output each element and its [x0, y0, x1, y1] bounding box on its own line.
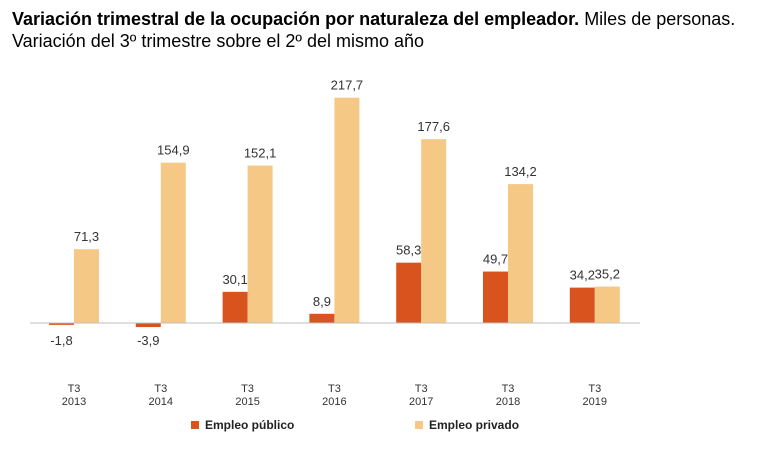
x-tick-label-2014-quarter: T3 — [154, 383, 167, 395]
data-label-publico-2017: 58,3 — [396, 243, 421, 258]
bar-privado-2016 — [334, 97, 360, 323]
data-label-publico-2013: -1,8 — [50, 333, 72, 348]
data-label-privado-2013: 71,3 — [74, 229, 99, 244]
x-tick-label-2016-year: 2016 — [322, 396, 346, 408]
legend-item-publico: Empleo público — [191, 418, 294, 432]
bar-privado-2013 — [74, 249, 99, 323]
x-tick-label-2014-year: 2014 — [149, 396, 173, 408]
bar-privado-2014 — [160, 162, 186, 323]
chart-header: Variación trimestral de la ocupación por… — [12, 8, 757, 52]
data-label-publico-2018: 49,7 — [483, 252, 508, 267]
legend-item-privado: Empleo privado — [415, 418, 519, 432]
legend-label-publico: Empleo público — [205, 418, 295, 432]
x-tick-label-2018-year: 2018 — [496, 396, 520, 408]
data-label-publico-2014: -3,9 — [137, 333, 159, 348]
data-label-privado-2014: 154,9 — [157, 143, 190, 158]
data-label-publico-2019: 34,2 — [570, 268, 595, 283]
bar-publico-2018 — [483, 271, 508, 323]
data-label-privado-2016: 217,7 — [331, 78, 364, 93]
chart-title-rest: Miles de personas. — [579, 9, 736, 29]
chart-subtitle: Variación del 3º trimestre sobre el 2º d… — [12, 31, 424, 51]
x-tick-label-2017-year: 2017 — [409, 396, 433, 408]
legend-swatch-publico — [191, 421, 199, 429]
x-tick-label-2015-year: 2015 — [235, 396, 259, 408]
data-label-privado-2017: 177,6 — [417, 119, 450, 134]
data-label-privado-2018: 134,2 — [504, 164, 537, 179]
x-tick-label-2013-year: 2013 — [62, 396, 86, 408]
bar-publico-2013 — [49, 323, 74, 325]
x-tick-label-2017-quarter: T3 — [415, 383, 428, 395]
data-label-privado-2015: 152,1 — [244, 146, 277, 161]
chart-title-bold: Variación trimestral de la ocupación por… — [12, 9, 580, 29]
x-tick-label-2018-quarter: T3 — [502, 383, 515, 395]
x-tick-label-2019-year: 2019 — [583, 396, 607, 408]
data-label-privado-2019: 35,2 — [595, 267, 620, 282]
bar-publico-2015 — [222, 291, 248, 323]
chart-legend: Empleo público Empleo privado — [0, 418, 759, 438]
bar-publico-2016 — [309, 313, 335, 323]
bar-privado-2017 — [421, 139, 447, 323]
bar-privado-2019 — [594, 286, 620, 323]
bar-publico-2019 — [569, 287, 595, 323]
chart-title: Variación trimestral de la ocupación por… — [12, 8, 757, 30]
x-tick-label-2016-quarter: T3 — [328, 383, 341, 395]
bar-publico-2014 — [135, 323, 161, 328]
bar-privado-2018 — [508, 184, 533, 323]
bar-privado-2015 — [247, 165, 273, 323]
legend-label-privado: Empleo privado — [429, 418, 520, 432]
x-tick-label-2019-quarter: T3 — [588, 383, 601, 395]
x-tick-label-2015-quarter: T3 — [241, 383, 254, 395]
data-label-publico-2015: 30,1 — [222, 272, 247, 287]
data-label-publico-2016: 8,9 — [313, 294, 331, 309]
legend-swatch-privado — [415, 421, 423, 429]
bar-publico-2017 — [396, 262, 422, 323]
x-tick-label-2013-quarter: T3 — [68, 383, 81, 395]
